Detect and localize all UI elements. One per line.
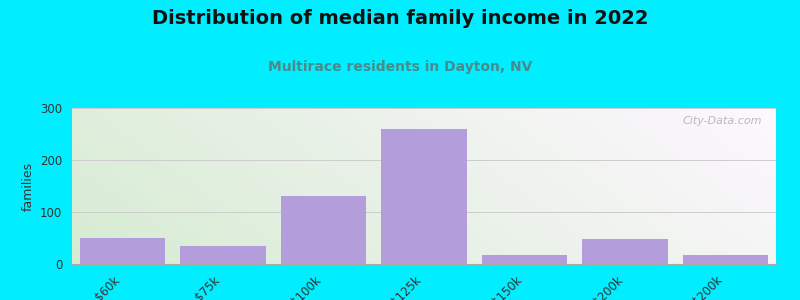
Text: Multirace residents in Dayton, NV: Multirace residents in Dayton, NV bbox=[268, 60, 532, 74]
Bar bbox=[382, 129, 466, 264]
Bar bbox=[281, 196, 366, 264]
Text: City-Data.com: City-Data.com bbox=[682, 116, 762, 126]
Text: Distribution of median family income in 2022: Distribution of median family income in … bbox=[152, 9, 648, 28]
Y-axis label: families: families bbox=[22, 161, 34, 211]
Bar bbox=[180, 246, 266, 264]
Bar bbox=[683, 255, 769, 264]
Bar bbox=[79, 238, 165, 264]
Bar bbox=[582, 239, 668, 264]
Bar bbox=[482, 255, 567, 264]
